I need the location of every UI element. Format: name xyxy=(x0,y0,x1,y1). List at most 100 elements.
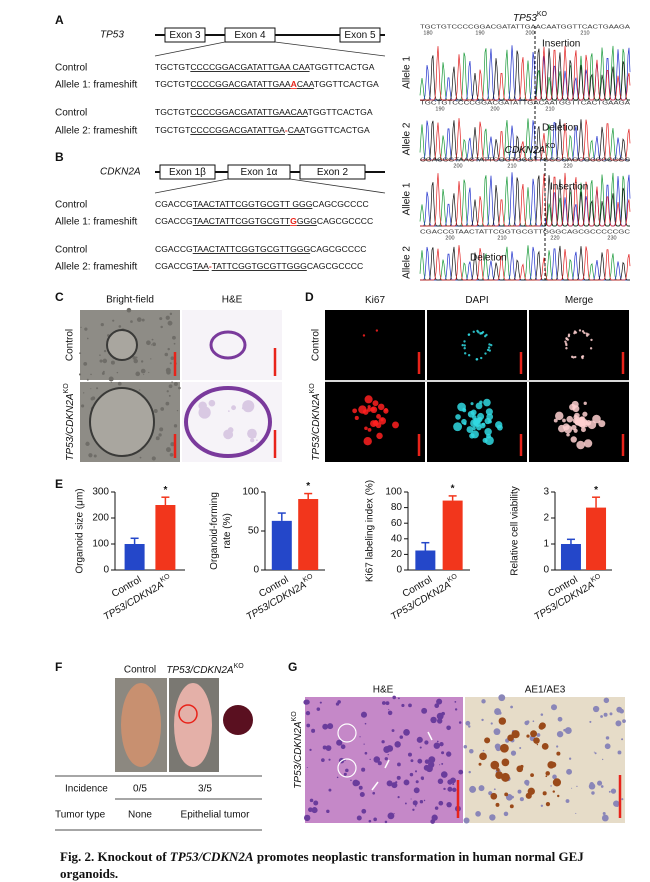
event-label: Insertion xyxy=(550,182,588,193)
column-label: H&E xyxy=(222,295,243,306)
texture xyxy=(450,777,456,784)
nucleus xyxy=(482,437,488,443)
y-axis-label: Ki67 labeling index (%) xyxy=(365,480,376,582)
nucleus xyxy=(582,411,588,417)
texture xyxy=(90,397,94,401)
sequence-segment: TAACTATTCGGTGCGTTGGG xyxy=(193,244,311,254)
texture xyxy=(78,373,82,376)
texture xyxy=(478,762,482,766)
texture xyxy=(490,722,493,725)
texture xyxy=(568,757,572,760)
trace xyxy=(420,245,631,281)
sequence-segment: TGCTGT xyxy=(155,107,191,117)
organoid xyxy=(209,330,247,360)
zoom-line xyxy=(289,178,386,194)
texture xyxy=(545,775,548,778)
sequence-segment: CAGCGCCCC xyxy=(307,261,363,271)
texture xyxy=(169,362,172,365)
texture xyxy=(414,770,418,773)
nucleus xyxy=(487,346,491,349)
texture xyxy=(597,780,603,786)
read-sequence: TGCTGTCCCCGGACGATATTGAACAATGGTTCACTGAAGA xyxy=(420,24,630,30)
texture xyxy=(524,779,530,786)
texture xyxy=(420,776,424,780)
texture xyxy=(542,791,547,796)
texture xyxy=(602,811,606,815)
texture xyxy=(167,347,170,351)
nucleus xyxy=(486,348,490,352)
texture xyxy=(311,728,316,733)
panel-label: C xyxy=(55,290,64,304)
texture xyxy=(622,719,626,723)
y-tick-label: 2 xyxy=(543,513,549,524)
column-label-sup: KO xyxy=(234,663,245,670)
column-label-main: TP53/CDKN2A xyxy=(166,665,234,676)
texture xyxy=(436,712,444,720)
texture xyxy=(417,758,423,764)
exon-box xyxy=(227,164,291,180)
y-tick-label: 0 xyxy=(543,565,549,576)
nucleus xyxy=(354,415,359,421)
row-label: Allele 2: frameshift xyxy=(55,126,137,137)
texture xyxy=(438,800,444,806)
texture xyxy=(556,745,559,748)
texture xyxy=(158,433,162,437)
texture xyxy=(160,325,163,329)
texture xyxy=(328,788,332,792)
texture xyxy=(391,782,398,789)
nucleus xyxy=(581,330,585,333)
texture xyxy=(139,389,141,391)
texture xyxy=(386,780,393,787)
caption-text: promotes neoplastic transformation in hu… xyxy=(60,849,584,881)
texture xyxy=(345,768,349,773)
nucleus xyxy=(488,343,491,346)
texture xyxy=(252,434,257,438)
texture xyxy=(387,710,393,716)
nucleus xyxy=(488,419,492,424)
texture xyxy=(391,729,395,733)
texture xyxy=(430,716,437,724)
y-axis-label: Organoid-forming xyxy=(209,492,220,570)
texture xyxy=(359,736,361,738)
texture xyxy=(126,307,132,313)
sequence-segment: TGGTTCACTGA xyxy=(308,107,373,117)
bar xyxy=(442,500,463,570)
texture xyxy=(116,371,119,374)
texture xyxy=(173,424,178,428)
sequence: TGCTGTCCCCGGACGATATTGAAACAATGGTTCACTGA xyxy=(155,79,379,89)
chromatogram-title-main: CDKN2A xyxy=(505,145,546,156)
row-label: Allele 1: frameshift xyxy=(55,80,137,91)
texture xyxy=(409,772,414,777)
texture xyxy=(401,703,405,708)
allele-label: Allele 1 xyxy=(402,182,413,215)
texture xyxy=(504,792,509,797)
organoid xyxy=(89,387,155,457)
nucleus xyxy=(477,412,485,420)
texture xyxy=(135,371,141,377)
texture xyxy=(600,785,604,788)
texture xyxy=(165,367,171,373)
texture xyxy=(169,452,174,457)
cell-marker xyxy=(337,723,357,743)
texture xyxy=(552,778,562,787)
y-axis-label: rate (%) xyxy=(222,513,233,549)
texture xyxy=(495,745,501,752)
texture xyxy=(526,720,530,724)
chromatogram-title-main: TP53 xyxy=(513,13,537,24)
nucleus xyxy=(375,329,379,332)
texture xyxy=(386,745,394,752)
sequence-segment: CAA xyxy=(288,125,306,135)
texture xyxy=(463,817,470,824)
texture xyxy=(565,799,570,803)
row-label: Allele 2: frameshift xyxy=(55,262,137,273)
texture xyxy=(613,800,620,807)
allele-label: Allele 1 xyxy=(402,56,413,89)
nucleus xyxy=(466,426,474,433)
chromatogram-title: TP53KO xyxy=(513,11,548,23)
texture xyxy=(495,771,503,779)
nucleus xyxy=(376,414,381,419)
texture xyxy=(343,772,347,776)
texture xyxy=(101,372,105,375)
texture xyxy=(385,701,390,706)
texture xyxy=(414,805,417,807)
